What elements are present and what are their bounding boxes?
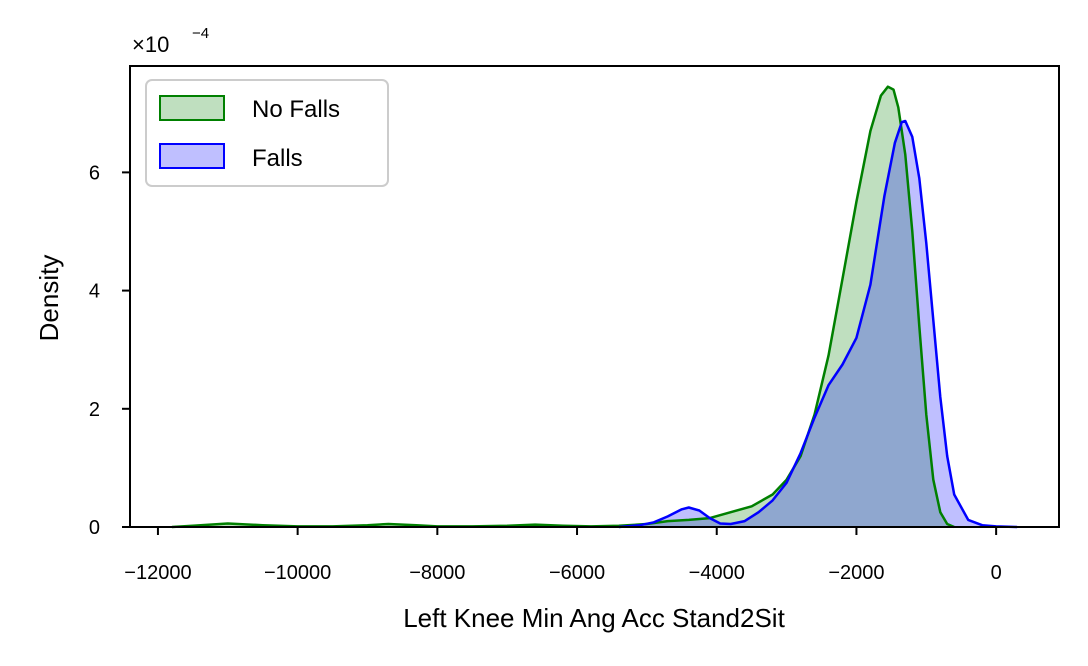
x-tick-label: −12000 xyxy=(124,562,191,584)
legend-label-falls: Falls xyxy=(252,145,303,172)
y-axis-label: Density xyxy=(34,255,64,342)
x-tick-label: −8000 xyxy=(409,562,465,584)
x-tick-label: −6000 xyxy=(549,562,605,584)
legend: No Falls Falls xyxy=(145,79,389,187)
x-axis-label: Left Knee Min Ang Acc Stand2Sit xyxy=(403,603,785,633)
y-scale-multiplier: ×10 xyxy=(132,32,169,57)
legend-label-no-falls: No Falls xyxy=(252,96,340,123)
series-area-falls xyxy=(618,121,1018,527)
series-line-no-falls xyxy=(171,85,955,529)
y-tick-label: 2 xyxy=(89,399,100,421)
series-line-falls xyxy=(618,119,1018,529)
legend-swatch-no-falls xyxy=(159,95,225,121)
series-area-no-falls xyxy=(171,86,955,527)
y-tick-label: 4 xyxy=(89,281,100,303)
x-tick-label: −2000 xyxy=(828,562,884,584)
plot-series xyxy=(171,85,1018,529)
x-tick-label: 0 xyxy=(991,562,1002,584)
y-tick-label: 0 xyxy=(89,517,100,539)
x-tick-label: −4000 xyxy=(689,562,745,584)
plot-frame xyxy=(129,65,1060,528)
y-tick-label: 6 xyxy=(89,162,100,184)
x-axis: −12000 −10000 −8000 −6000 −4000 −2000 0 xyxy=(124,527,1002,584)
legend-swatch-falls xyxy=(159,143,225,169)
y-axis: 0 2 4 6 xyxy=(89,162,130,539)
y-scale-exponent: −4 xyxy=(192,25,209,42)
x-tick-label: −10000 xyxy=(264,562,331,584)
legend-box xyxy=(145,79,389,187)
